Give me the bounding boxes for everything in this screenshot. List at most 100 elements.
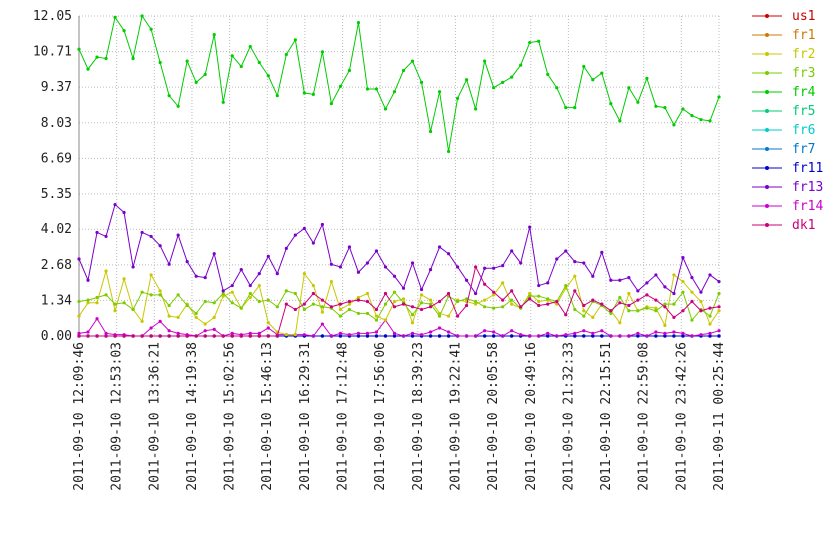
data-point — [636, 289, 640, 293]
data-point — [221, 294, 225, 298]
data-point — [149, 326, 153, 330]
data-point — [194, 315, 198, 320]
data-point — [248, 331, 252, 335]
data-point — [365, 261, 370, 265]
data-point — [347, 245, 352, 249]
legend-marker — [765, 14, 769, 18]
legend-label: dk1 — [792, 218, 815, 233]
data-point — [465, 278, 469, 282]
data-point — [663, 334, 667, 338]
data-point — [428, 334, 433, 338]
data-point — [654, 330, 658, 334]
data-point — [293, 291, 297, 296]
data-point — [230, 301, 234, 305]
data-point — [690, 334, 694, 338]
data-point — [546, 72, 550, 77]
data-point — [284, 302, 288, 306]
data-point — [573, 334, 577, 338]
data-point — [437, 299, 442, 304]
data-point — [564, 313, 568, 317]
data-point — [347, 299, 352, 304]
data-point — [284, 333, 288, 337]
data-point — [401, 297, 406, 301]
data-point — [293, 38, 297, 42]
data-point — [140, 290, 144, 294]
legend-item: fr7 — [752, 142, 815, 157]
data-point — [546, 334, 550, 338]
data-point — [564, 249, 568, 253]
data-point — [392, 305, 397, 309]
data-point — [690, 113, 694, 118]
data-point — [501, 281, 505, 285]
data-point — [618, 119, 622, 123]
data-point — [275, 305, 279, 309]
legend-marker — [765, 52, 769, 56]
data-point — [591, 274, 595, 278]
data-point — [86, 278, 90, 282]
data-point — [221, 291, 225, 296]
data-point — [158, 289, 162, 293]
data-point — [672, 302, 676, 306]
data-point — [293, 233, 297, 237]
data-point — [365, 331, 370, 335]
data-point — [248, 295, 252, 300]
data-point — [356, 21, 361, 25]
data-point — [338, 334, 343, 338]
data-point — [600, 250, 604, 254]
data-point — [573, 274, 577, 278]
data-point — [428, 129, 433, 134]
data-point — [528, 225, 532, 229]
data-point — [474, 334, 478, 338]
data-point — [672, 315, 676, 320]
legend-marker — [765, 109, 769, 113]
data-point — [248, 44, 252, 49]
data-point — [455, 314, 460, 318]
data-point — [654, 309, 658, 313]
data-point — [717, 95, 721, 99]
data-point — [338, 84, 343, 88]
data-point — [708, 334, 712, 338]
data-point — [681, 331, 685, 335]
data-point — [257, 334, 261, 338]
data-point — [158, 60, 162, 65]
data-point — [320, 298, 324, 302]
data-point — [302, 302, 306, 306]
data-point — [320, 222, 324, 227]
data-point — [419, 80, 424, 84]
data-point — [681, 309, 685, 313]
data-point — [185, 334, 189, 338]
data-point — [239, 306, 243, 310]
data-point — [374, 314, 379, 318]
data-point — [483, 298, 487, 302]
legend-item: fr6 — [752, 123, 815, 138]
data-point — [419, 301, 424, 305]
data-point — [546, 331, 550, 335]
data-point — [86, 334, 90, 338]
data-point — [140, 334, 144, 338]
data-point — [446, 330, 451, 334]
data-point — [410, 261, 415, 265]
data-point — [528, 291, 532, 296]
data-point — [338, 265, 343, 269]
data-point — [374, 334, 379, 338]
data-point — [329, 102, 333, 106]
data-point — [410, 321, 415, 325]
x-tick-label: 2011-09-10 12:09:46 — [72, 342, 87, 491]
legend-item: fr3 — [752, 66, 815, 81]
data-point — [582, 329, 586, 333]
data-point — [374, 318, 379, 322]
data-point — [329, 262, 333, 266]
data-point — [383, 334, 388, 338]
data-point — [510, 298, 514, 302]
data-point — [708, 273, 712, 277]
y-tick-label: 1.34 — [41, 293, 72, 308]
data-point — [212, 252, 216, 256]
data-point — [167, 262, 171, 266]
data-point — [158, 319, 162, 323]
data-point — [573, 260, 577, 264]
data-point — [555, 299, 559, 304]
data-point — [95, 301, 99, 305]
data-point — [645, 293, 649, 297]
data-point — [113, 15, 117, 19]
data-point — [510, 334, 514, 338]
